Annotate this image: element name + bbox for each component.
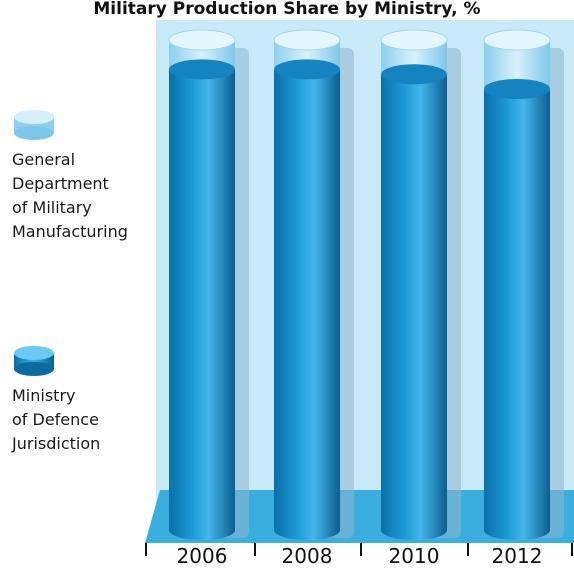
legend-item-ministry: Ministry of Defence Jurisdiction xyxy=(12,344,162,456)
plot-area xyxy=(145,20,574,543)
bar-ministry-2010 xyxy=(381,74,447,531)
x-tick-label: 2012 xyxy=(492,544,543,567)
bar-general-top xyxy=(168,29,236,51)
bar-ministry-base xyxy=(274,520,340,540)
x-tick-label: 2010 xyxy=(389,544,440,567)
bar-ministry-top xyxy=(274,59,340,80)
legend-swatch-ministry-icon xyxy=(14,346,54,376)
bar-general-top xyxy=(273,29,341,51)
legend-label-ministry: Ministry of Defence Jurisdiction xyxy=(12,386,101,453)
x-tick-label: 2006 xyxy=(177,544,228,567)
x-axis: 2006 2008 2010 2012 xyxy=(145,543,573,568)
bar-ministry-2012 xyxy=(484,89,550,530)
x-tick-label: 2008 xyxy=(282,544,333,567)
legend-swatch-general-icon xyxy=(14,110,54,140)
bar-ministry-2006 xyxy=(169,69,235,531)
bar-general-top xyxy=(380,29,448,51)
chart-floor xyxy=(145,490,574,543)
legend-label-general: General Department of Military Manufactu… xyxy=(12,150,128,241)
legend-item-general: General Department of Military Manufactu… xyxy=(12,108,162,244)
chart-title: Military Production Share by Ministry, % xyxy=(93,0,480,19)
bar-ministry-base xyxy=(381,520,447,540)
bar-ministry-base xyxy=(169,520,235,540)
bar-ministry-top xyxy=(484,79,550,99)
bar-general-top xyxy=(483,29,551,51)
bar-ministry-base xyxy=(484,520,550,540)
bar-ministry-top xyxy=(169,59,235,80)
bar-ministry-top xyxy=(381,64,447,85)
bar-ministry-2008 xyxy=(274,69,340,531)
